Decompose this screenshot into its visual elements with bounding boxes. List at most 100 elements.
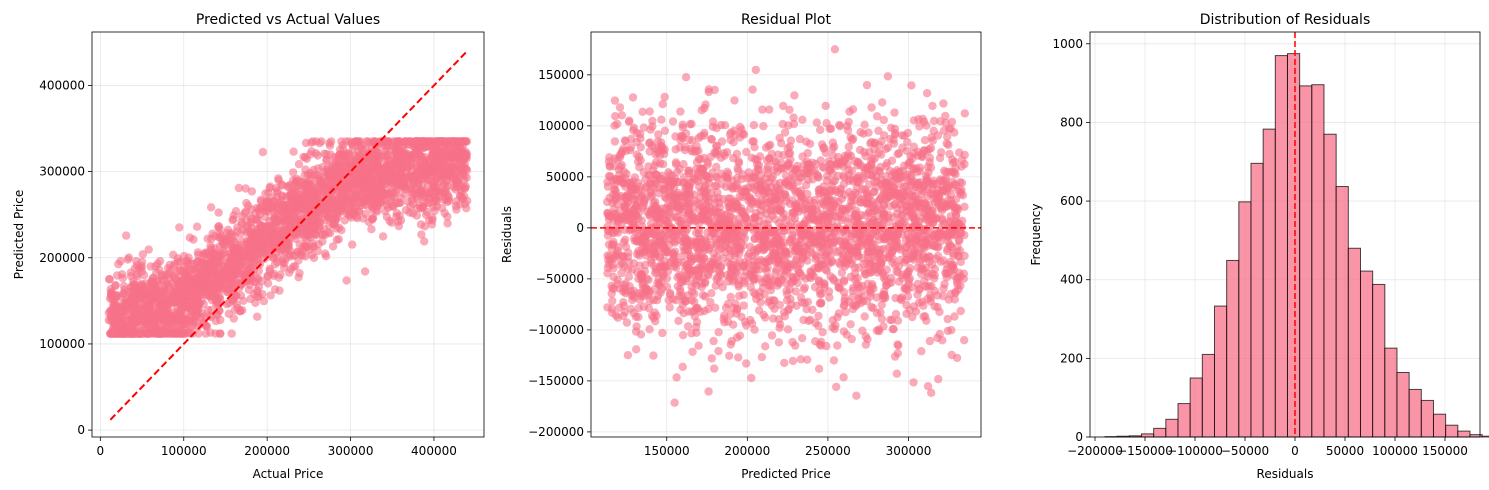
data-point <box>119 281 129 291</box>
data-point <box>151 262 160 271</box>
data-point <box>632 345 641 354</box>
data-point <box>418 158 427 167</box>
data-point <box>244 201 253 210</box>
data-point <box>645 138 655 147</box>
data-point <box>113 305 122 315</box>
data-point <box>365 164 374 173</box>
data-point <box>701 277 710 287</box>
data-point <box>215 329 225 338</box>
data-point <box>137 309 146 318</box>
data-point <box>344 210 353 219</box>
data-point <box>382 212 392 221</box>
data-point <box>313 151 322 160</box>
data-point <box>721 303 731 312</box>
data-point <box>262 229 271 238</box>
data-point <box>289 168 298 177</box>
data-point <box>818 328 827 337</box>
data-point <box>437 143 446 152</box>
data-point <box>751 65 760 75</box>
data-point <box>316 176 326 185</box>
data-point <box>710 364 719 373</box>
data-point <box>269 225 278 234</box>
data-point <box>352 167 362 176</box>
data-point <box>183 282 192 291</box>
data-point <box>956 306 965 316</box>
data-point <box>886 315 895 324</box>
data-point <box>294 273 303 282</box>
data-point <box>387 218 396 227</box>
data-point <box>928 101 937 111</box>
data-point <box>891 309 901 319</box>
data-point <box>308 213 318 222</box>
data-point <box>933 333 942 343</box>
data-point <box>608 296 617 306</box>
data-point <box>881 144 891 154</box>
data-point <box>887 156 897 165</box>
data-point <box>453 144 462 153</box>
data-point <box>403 171 413 181</box>
data-point <box>455 180 464 189</box>
data-point <box>366 182 376 192</box>
residual-plot-chart: 150000 200000 250000 300000 −200000−150000−… <box>500 12 982 481</box>
perfect-prediction-line <box>109 50 469 421</box>
data-point <box>706 298 715 307</box>
data-point <box>133 272 142 281</box>
data-point <box>726 310 735 319</box>
data-point <box>657 115 666 124</box>
data-point <box>789 113 798 122</box>
data-point <box>875 167 884 176</box>
data-point <box>312 187 322 197</box>
data-point <box>814 364 824 373</box>
data-point <box>319 183 329 192</box>
data-point <box>368 215 377 224</box>
data-point <box>945 149 954 159</box>
data-point <box>615 103 625 112</box>
data-point <box>348 240 357 249</box>
data-point <box>795 134 805 144</box>
data-point <box>654 130 663 139</box>
data-point <box>890 108 899 117</box>
data-point <box>759 121 768 131</box>
data-point <box>320 149 329 158</box>
data-point <box>286 199 296 208</box>
data-point <box>205 292 215 301</box>
data-point <box>342 276 351 285</box>
data-point <box>366 172 375 182</box>
data-point <box>860 120 869 129</box>
data-point <box>396 198 405 207</box>
data-point <box>837 268 847 277</box>
data-point <box>405 208 414 217</box>
data-point <box>922 89 932 98</box>
data-point <box>449 137 459 146</box>
data-point <box>678 120 687 129</box>
data-point <box>194 329 203 338</box>
data-point <box>169 250 178 259</box>
data-point <box>187 306 196 316</box>
data-point <box>780 128 790 137</box>
data-point <box>711 198 720 208</box>
data-point <box>622 318 632 327</box>
data-point <box>336 149 345 159</box>
data-point <box>946 124 955 133</box>
data-point <box>803 297 812 307</box>
data-point <box>939 284 948 293</box>
data-point <box>619 238 629 247</box>
data-point <box>443 219 452 228</box>
data-point <box>683 322 693 331</box>
data-point <box>307 138 316 147</box>
data-point <box>611 112 620 121</box>
data-point <box>428 213 437 222</box>
data-point <box>298 251 307 260</box>
data-point <box>420 174 430 184</box>
data-point <box>406 140 415 150</box>
data-point <box>702 200 711 209</box>
data-point <box>929 116 939 126</box>
data-point <box>138 329 148 338</box>
data-point <box>199 251 208 260</box>
data-point <box>610 137 620 146</box>
data-point <box>229 215 238 224</box>
y-axis-label: Predicted Price <box>12 190 26 279</box>
data-point <box>368 151 378 161</box>
data-point <box>717 137 727 146</box>
